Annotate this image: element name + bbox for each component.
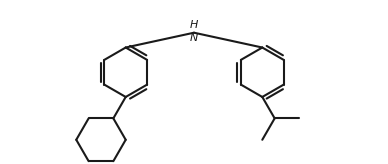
Text: H: H xyxy=(190,20,198,30)
Text: N: N xyxy=(190,33,198,43)
